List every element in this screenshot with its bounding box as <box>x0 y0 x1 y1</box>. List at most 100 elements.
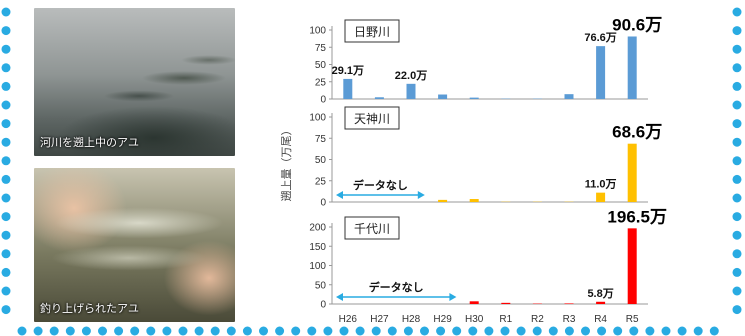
x-tick-label: H27 <box>370 314 389 325</box>
border-dot <box>516 326 526 336</box>
data-label: 196.5万 <box>607 207 667 226</box>
y-tick-label: 150 <box>309 242 326 253</box>
bar-H30 <box>469 301 479 304</box>
y-tick-label: 0 <box>320 198 326 209</box>
border-dot <box>1 44 11 54</box>
border-dot <box>732 156 742 166</box>
bar-R4 <box>596 301 606 304</box>
border-dot <box>1 7 11 17</box>
x-tick-label: R5 <box>626 314 639 325</box>
bar-R3 <box>564 94 574 99</box>
nodata-label: データなし <box>369 280 424 294</box>
border-dot <box>732 267 742 277</box>
bar-R4 <box>596 192 606 202</box>
border-dot <box>81 326 91 336</box>
border-dot <box>1 63 11 73</box>
data-label: 29.1万 <box>332 64 364 77</box>
nodata-arrow-right <box>449 293 457 301</box>
border-dot <box>629 326 639 336</box>
river-label: 千代川 <box>354 222 390 236</box>
border-dot <box>307 326 317 336</box>
border-dot <box>355 326 365 336</box>
data-label: 5.8万 <box>587 287 613 300</box>
border-dot <box>291 326 301 336</box>
border-dot <box>146 326 156 336</box>
bar-H26 <box>343 78 353 99</box>
border-dot <box>259 326 268 336</box>
ayu-run-chart: 遡上量（万尾） 0 25 50 75 100 日野川 29.1万 22.0万 76.6万90.6万… <box>280 15 667 325</box>
bar-H28 <box>406 83 416 99</box>
bar-H30 <box>469 199 479 202</box>
border-dot <box>1 100 11 110</box>
river-label-box <box>344 106 400 130</box>
border-dot <box>210 326 220 336</box>
data-label: 22.0万 <box>395 69 427 82</box>
border-dot <box>1 81 11 91</box>
y-axis-label: 遡上量（万尾） <box>280 125 293 202</box>
border-dot <box>98 326 107 336</box>
y-tick-label: 200 <box>309 223 326 234</box>
border-dot <box>1 174 11 184</box>
border-dot <box>732 174 742 184</box>
border-dot <box>194 326 204 336</box>
border-dot <box>420 326 429 336</box>
border-dot <box>387 326 397 336</box>
river-label: 天神川 <box>354 112 390 126</box>
border-dot <box>65 326 75 336</box>
y-tick-label: 75 <box>315 134 327 145</box>
border-dot <box>436 326 446 336</box>
border-dot <box>732 100 742 110</box>
x-tick-label: R2 <box>531 314 544 325</box>
border-dot <box>732 286 742 296</box>
border-dot <box>452 326 462 336</box>
river-label-box <box>344 19 400 43</box>
border-dot <box>732 44 742 54</box>
border-dot <box>732 212 742 222</box>
x-tick-label: R1 <box>499 314 512 325</box>
border-dot <box>581 326 590 336</box>
border-dot <box>645 326 655 336</box>
border-dot <box>709 326 719 336</box>
border-dot <box>130 326 140 336</box>
x-tick-label: H30 <box>465 314 484 325</box>
border-dot <box>677 326 687 336</box>
border-dot <box>371 326 381 336</box>
photo-caption: 釣り上げられたアユ <box>40 302 139 315</box>
photo-caption: 河川を遡上中のアユ <box>40 136 139 149</box>
border-dot <box>468 326 478 336</box>
river-label-box <box>344 216 400 240</box>
y-tick-label: 100 <box>309 26 326 37</box>
border-dot <box>1 137 11 147</box>
border-dot <box>732 305 742 315</box>
border-dot <box>693 326 703 336</box>
nodata-arrow-left <box>336 293 343 301</box>
border-dot <box>732 193 742 203</box>
bar-H29 <box>438 199 448 202</box>
border-dot <box>1 26 11 36</box>
data-label: 68.6万 <box>612 123 662 142</box>
border-dot <box>732 249 742 259</box>
photo-ayu-swimming: 河川を遡上中のアユ <box>34 8 235 156</box>
bar-R1 <box>501 302 511 304</box>
border-dot <box>484 326 494 336</box>
border-dot <box>49 326 59 336</box>
border-dot <box>1 212 11 222</box>
x-tick-label: H29 <box>433 314 452 325</box>
border-dot <box>323 326 333 336</box>
bar-H29 <box>438 94 448 99</box>
border-dot <box>564 326 574 336</box>
y-tick-label: 50 <box>315 155 327 166</box>
border-dot <box>226 326 236 336</box>
y-tick-label: 100 <box>309 113 326 124</box>
y-tick-label: 75 <box>315 43 327 54</box>
border-dot <box>548 326 558 336</box>
border-dot <box>178 326 188 336</box>
nodata-arrow-right <box>417 191 425 199</box>
border-dot <box>613 326 623 336</box>
border-dot <box>732 63 742 73</box>
border-dot <box>500 326 510 336</box>
border-dot <box>1 305 11 315</box>
bar-R3 <box>564 303 574 304</box>
y-tick-label: 25 <box>315 176 327 187</box>
